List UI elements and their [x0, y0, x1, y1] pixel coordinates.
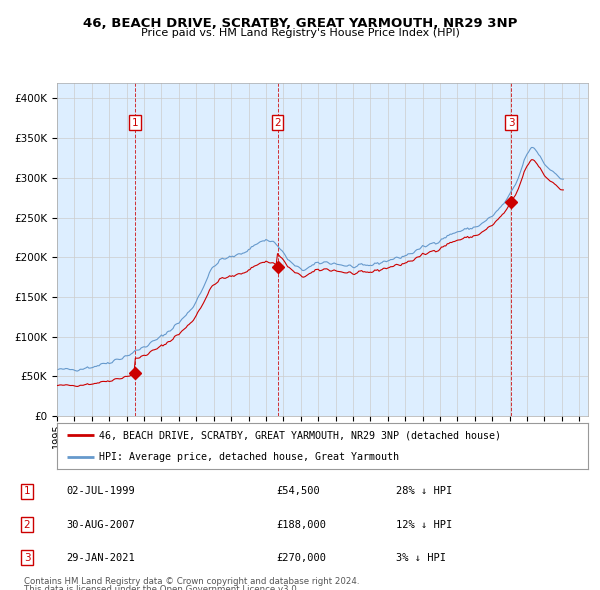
Text: 29-JAN-2021: 29-JAN-2021	[66, 553, 135, 562]
Text: £54,500: £54,500	[276, 487, 320, 496]
Text: 30-AUG-2007: 30-AUG-2007	[66, 520, 135, 529]
Text: Price paid vs. HM Land Registry's House Price Index (HPI): Price paid vs. HM Land Registry's House …	[140, 28, 460, 38]
Text: 28% ↓ HPI: 28% ↓ HPI	[396, 487, 452, 496]
Text: 02-JUL-1999: 02-JUL-1999	[66, 487, 135, 496]
Text: £270,000: £270,000	[276, 553, 326, 562]
Text: 46, BEACH DRIVE, SCRATBY, GREAT YARMOUTH, NR29 3NP (detached house): 46, BEACH DRIVE, SCRATBY, GREAT YARMOUTH…	[100, 431, 502, 441]
Text: 46, BEACH DRIVE, SCRATBY, GREAT YARMOUTH, NR29 3NP: 46, BEACH DRIVE, SCRATBY, GREAT YARMOUTH…	[83, 17, 517, 30]
Text: 3: 3	[508, 117, 514, 127]
Text: 3% ↓ HPI: 3% ↓ HPI	[396, 553, 446, 562]
Text: This data is licensed under the Open Government Licence v3.0.: This data is licensed under the Open Gov…	[24, 585, 299, 590]
Text: 3: 3	[23, 553, 31, 562]
Text: 2: 2	[274, 117, 281, 127]
Text: 1: 1	[23, 487, 31, 496]
Text: 2: 2	[23, 520, 31, 529]
Text: 1: 1	[132, 117, 139, 127]
Text: Contains HM Land Registry data © Crown copyright and database right 2024.: Contains HM Land Registry data © Crown c…	[24, 577, 359, 586]
Text: 12% ↓ HPI: 12% ↓ HPI	[396, 520, 452, 529]
Text: HPI: Average price, detached house, Great Yarmouth: HPI: Average price, detached house, Grea…	[100, 451, 400, 461]
Text: £188,000: £188,000	[276, 520, 326, 529]
